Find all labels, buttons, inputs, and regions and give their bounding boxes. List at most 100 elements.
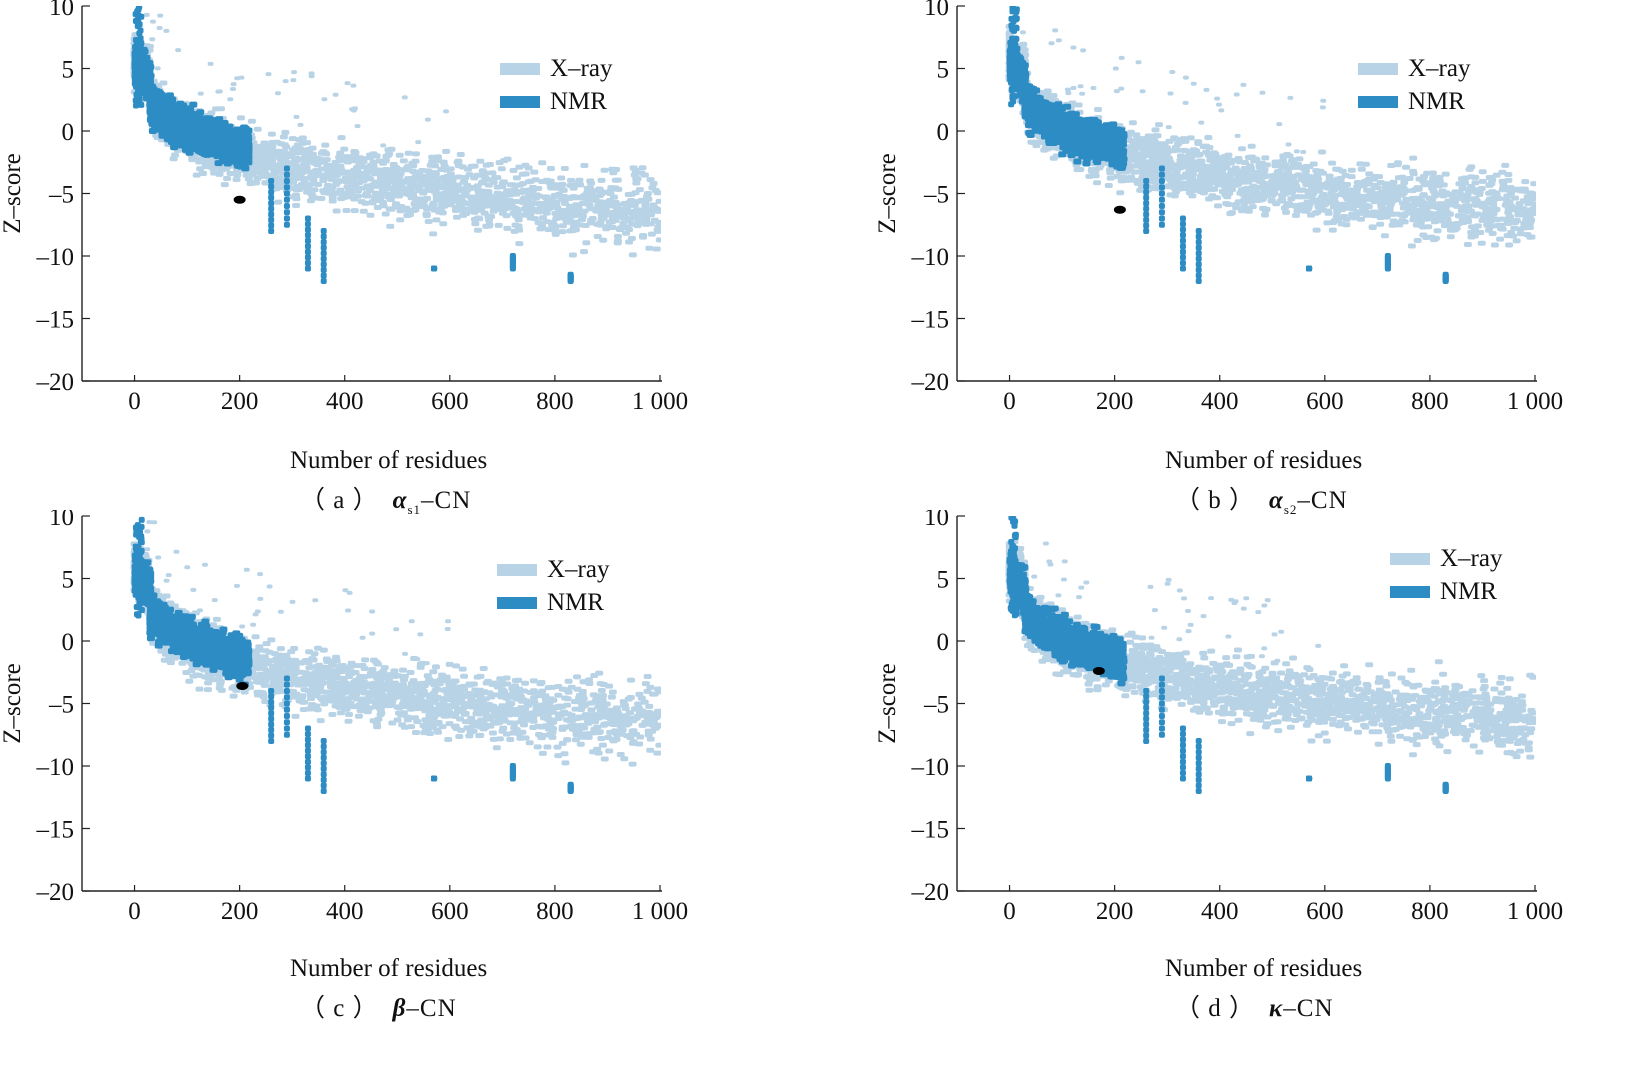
- xray-point: [229, 86, 236, 91]
- xray-point: [366, 166, 375, 172]
- xray-point: [548, 219, 557, 225]
- xray-point: [654, 224, 661, 230]
- nmr-point: [283, 221, 290, 228]
- xray-point: [325, 169, 334, 175]
- xray-point: [579, 249, 588, 255]
- xray-point: [485, 223, 494, 229]
- xray-point: [575, 177, 584, 183]
- xray-point: [646, 212, 655, 218]
- xray-point: [592, 208, 601, 214]
- nmr-point: [236, 136, 245, 143]
- xray-point: [282, 79, 289, 84]
- xray-point: [393, 178, 402, 184]
- nmr-point: [138, 13, 145, 20]
- xray-point: [396, 217, 405, 223]
- nmr-point: [283, 209, 290, 216]
- xray-point: [280, 142, 289, 148]
- nmr-point: [268, 222, 275, 229]
- nmr-point: [144, 67, 153, 74]
- x-tick-label: 0: [128, 388, 141, 415]
- xray-point: [627, 221, 636, 227]
- xray-point: [577, 212, 586, 218]
- xray-point: [655, 198, 661, 204]
- xray-point: [583, 185, 592, 191]
- xray-point: [268, 157, 277, 163]
- xray-point: [650, 217, 659, 223]
- xray-point: [448, 175, 457, 181]
- nmr-point: [283, 190, 290, 197]
- xray-point: [614, 186, 623, 192]
- x-axis-label-a: Number of residues: [290, 447, 488, 474]
- xray-point: [609, 194, 618, 200]
- xray-point: [314, 182, 323, 188]
- xray-point: [596, 199, 605, 205]
- xray-point: [363, 185, 372, 191]
- xray-point: [350, 83, 357, 88]
- xray-point: [425, 181, 434, 187]
- xray-point: [297, 122, 304, 127]
- xray-point: [284, 160, 293, 166]
- xray-point: [159, 80, 168, 86]
- xray-point: [288, 136, 297, 142]
- xray-point: [234, 76, 241, 81]
- nmr-point: [509, 265, 516, 272]
- xray-point: [424, 187, 433, 193]
- xray-point: [317, 196, 326, 202]
- nmr-point: [136, 96, 143, 103]
- nmr-point: [194, 147, 203, 154]
- xray-point: [294, 186, 303, 192]
- xray-point: [628, 209, 637, 215]
- xray-point: [476, 158, 485, 164]
- nmr-point: [320, 278, 327, 284]
- xray-point: [226, 170, 235, 176]
- xray-point: [303, 140, 312, 146]
- nmr-point: [135, 6, 142, 13]
- xray-point: [378, 185, 387, 191]
- xray-point: [321, 97, 328, 102]
- nmr-point: [283, 196, 290, 203]
- xray-point: [432, 196, 441, 202]
- xray-point: [281, 129, 290, 135]
- xray-point: [149, 19, 156, 24]
- xray-point: [415, 140, 422, 145]
- xray-point: [293, 114, 300, 119]
- xray-point: [321, 150, 330, 156]
- xray-point: [387, 172, 396, 178]
- xray-point: [516, 189, 525, 195]
- xray-point: [646, 177, 655, 183]
- xray-point: [220, 182, 229, 188]
- xray-point: [598, 213, 607, 219]
- xray-point: [400, 186, 409, 192]
- xray-point: [572, 219, 581, 225]
- xray-point: [337, 135, 346, 141]
- xray-point: [308, 74, 315, 79]
- nmr-point: [209, 126, 218, 133]
- xray-point: [642, 217, 651, 223]
- xray-point: [546, 166, 555, 172]
- xray-point: [319, 188, 328, 194]
- nmr-point: [143, 86, 152, 93]
- nmr-point: [137, 85, 144, 92]
- xray-point: [370, 171, 379, 177]
- xray-point: [530, 216, 539, 222]
- nmr-point: [138, 40, 145, 47]
- xray-point: [645, 245, 654, 251]
- xray-point: [411, 151, 420, 157]
- xray-point: [350, 167, 359, 173]
- xray-point: [387, 206, 396, 212]
- xray-point: [558, 229, 567, 235]
- xray-point: [305, 188, 314, 194]
- xray-point: [169, 156, 178, 162]
- xray-point: [156, 25, 163, 30]
- xray-point: [599, 209, 608, 215]
- nmr-point: [304, 237, 311, 244]
- xray-point: [520, 206, 529, 212]
- xray-point: [459, 212, 468, 218]
- xray-point: [530, 169, 539, 175]
- xray-point: [359, 156, 368, 162]
- xray-point: [561, 216, 570, 222]
- nmr-point: [304, 226, 311, 233]
- xray-point: [1478, 169, 1487, 175]
- xray-point: [401, 95, 408, 100]
- xray-point: [585, 197, 594, 203]
